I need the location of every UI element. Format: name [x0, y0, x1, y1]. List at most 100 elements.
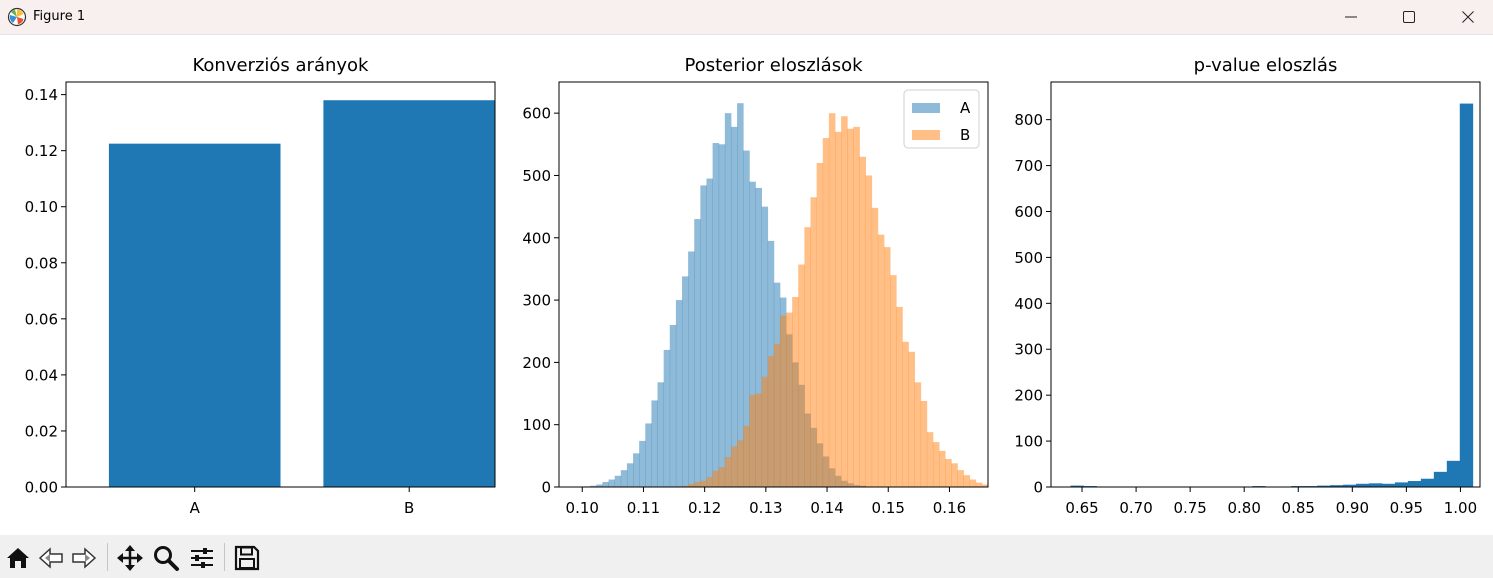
x-tick-label: 0.75 [1173, 499, 1206, 517]
maximize-button[interactable] [1380, 0, 1438, 34]
y-tick-label: 400 [1014, 295, 1043, 313]
home-icon[interactable] [4, 544, 32, 572]
hist-bar-B [779, 315, 787, 487]
hist-bar-A [596, 484, 603, 487]
hist-bar-A [639, 440, 646, 487]
window-titlebar: Figure 1 [0, 0, 1493, 35]
hist-bar-B [828, 113, 836, 487]
y-tick-label: 0.00 [25, 479, 58, 497]
y-tick-label: 100 [522, 416, 551, 434]
y-tick-label: 100 [1014, 433, 1043, 451]
minimize-button[interactable] [1322, 0, 1380, 34]
hist-bar-B [902, 341, 909, 487]
x-tick-label: A [190, 499, 201, 517]
hist-bar-B [841, 116, 848, 487]
chart-title: Konverziós arányok [193, 55, 370, 76]
hist-bar-B [749, 394, 756, 487]
hist-bar-A [743, 150, 750, 487]
hist-bar-A [633, 453, 640, 487]
hist-bar-B [718, 467, 726, 487]
hist-bar-B [767, 356, 775, 487]
hist-bar-A [614, 475, 622, 487]
hist-bar-B [890, 275, 897, 487]
y-tick-label: 0.10 [25, 198, 58, 216]
x-tick-label: 0.90 [1336, 499, 1369, 517]
hist-bar-B [688, 483, 695, 487]
hist-bar-B [975, 482, 983, 487]
hist-bar [1407, 481, 1422, 487]
hist-bar [1381, 483, 1396, 487]
series-B [675, 113, 995, 487]
hist-bar-B [694, 482, 701, 487]
x-tick-label: 0.10 [566, 499, 599, 517]
hist-bar [1317, 485, 1331, 487]
x-tick-label: 0.80 [1227, 499, 1260, 517]
window-title: Figure 1 [33, 9, 86, 24]
hist-bar-B [988, 486, 995, 487]
hist-bar-B [755, 393, 762, 487]
hist-bar-B [786, 312, 793, 487]
hist-bar-B [939, 450, 946, 487]
hist-bar-B [706, 477, 714, 487]
histogram-bars [584, 103, 995, 487]
hist-bar-B [883, 247, 891, 487]
histogram-bars [1070, 103, 1474, 487]
y-tick-label: 800 [1014, 111, 1043, 129]
hist-bar-B [847, 128, 854, 487]
y-tick-label: 400 [522, 229, 551, 247]
hist-bar-B [761, 376, 769, 487]
hist-bar-A [669, 325, 677, 487]
hist-bar-B [822, 138, 830, 487]
hist-bar-B [853, 126, 860, 487]
legend-swatch-A [912, 103, 940, 113]
hist-bar-A [626, 463, 634, 487]
y-tick-label: 0.02 [25, 422, 58, 440]
hist-bar-A [755, 187, 762, 487]
hist-bar-B [945, 458, 952, 487]
back-arrow-icon[interactable] [37, 544, 65, 572]
hist-bar-B [737, 440, 744, 487]
x-tick-label: 0.16 [933, 499, 966, 517]
hist-bar-B [871, 207, 879, 487]
hist-bar-B [951, 463, 958, 487]
zoom-icon[interactable] [152, 544, 180, 572]
hist-bar-B [969, 479, 977, 487]
hist-bar-B [914, 382, 922, 487]
hist-bar-B [896, 306, 903, 487]
x-tick-label: 0.13 [749, 499, 782, 517]
hist-bar-A [749, 181, 756, 487]
hist-bar-B [798, 264, 805, 487]
axes-frame [558, 81, 989, 488]
x-tick-label: 0.11 [627, 499, 660, 517]
hist-bar-B [865, 175, 873, 487]
hist-bar-A [682, 276, 689, 487]
toolbar-separator [107, 543, 108, 571]
chart-title: Posterior eloszlások [684, 55, 863, 76]
hist-bar-A [706, 178, 714, 487]
y-tick-label: 0.14 [25, 86, 58, 104]
hist-bar-A [700, 185, 707, 487]
close-button[interactable] [1439, 0, 1493, 34]
bar-B [323, 100, 495, 488]
save-icon[interactable] [233, 544, 261, 572]
pan-icon[interactable] [116, 544, 144, 572]
x-tick-label: 0.70 [1119, 499, 1152, 517]
y-tick-label: 600 [1014, 203, 1043, 221]
y-tick-label: 200 [1014, 387, 1043, 405]
hist-bar-B [877, 234, 885, 487]
y-tick-label: 0 [541, 479, 551, 497]
hist-bar-B [712, 470, 720, 487]
configure-subplots-icon[interactable] [188, 544, 216, 572]
navigation-toolbar [0, 535, 1493, 578]
hist-bar-B [700, 480, 707, 487]
hist-bar-B [926, 432, 934, 487]
hist-bar [1343, 484, 1357, 487]
x-tick-label: 0.85 [1282, 499, 1315, 517]
hist-bar-A [645, 423, 652, 487]
hist-bar-A [688, 251, 695, 487]
y-tick-label: 0.04 [25, 366, 58, 384]
x-tick-label: 0.65 [1065, 499, 1098, 517]
forward-arrow-icon[interactable] [70, 544, 98, 572]
hist-bar-A [657, 382, 665, 487]
toolbar-separator [224, 543, 225, 571]
